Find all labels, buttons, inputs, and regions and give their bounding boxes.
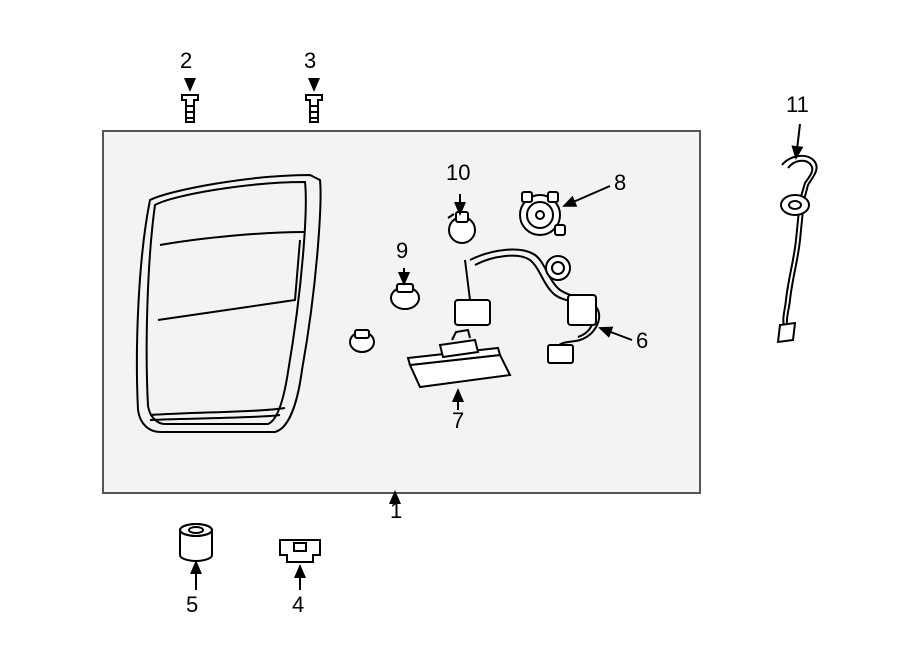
bolt-2 — [182, 95, 198, 122]
callout-6: 6 — [636, 328, 648, 354]
callout-11: 11 — [786, 92, 809, 118]
main-assembly-box — [102, 130, 701, 494]
callout-3: 3 — [304, 48, 316, 74]
callout-9: 9 — [396, 238, 408, 264]
bolt-3 — [306, 95, 322, 122]
hose-11 — [778, 156, 817, 342]
callout-8: 8 — [614, 170, 626, 196]
callout-5: 5 — [186, 592, 198, 618]
callout-10: 10 — [446, 160, 470, 186]
callout-2: 2 — [180, 48, 192, 74]
clip-4 — [280, 540, 320, 562]
diagram-canvas: 1 2 3 4 5 6 7 8 9 10 11 — [0, 0, 900, 661]
callout-1: 1 — [390, 498, 402, 524]
grommet-5 — [180, 524, 212, 561]
callout-4: 4 — [292, 592, 304, 618]
callout-7: 7 — [452, 408, 464, 434]
